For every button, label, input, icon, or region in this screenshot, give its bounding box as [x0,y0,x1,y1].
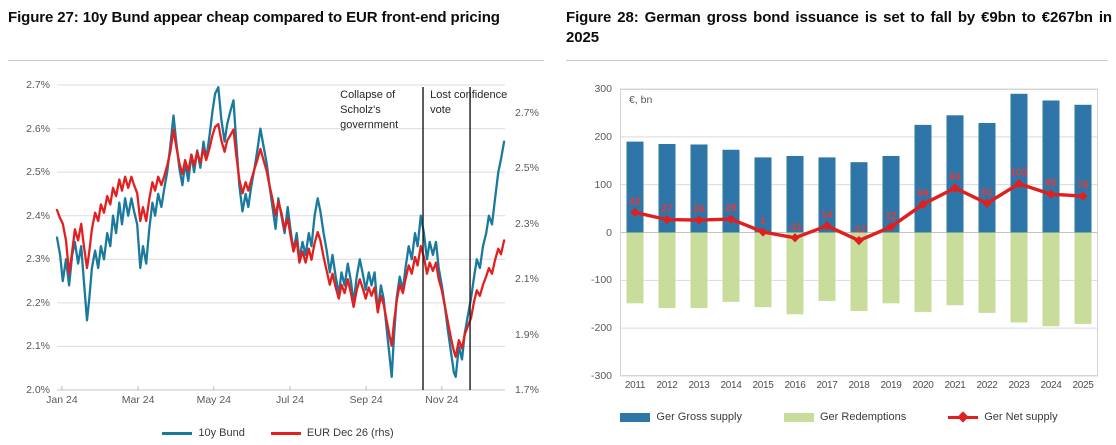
x-axis-year-label: 2025 [1072,380,1094,391]
event-annotation: Collapse of Scholz's government [340,89,399,132]
right-axis-tick-label: 2.7% [515,107,539,119]
bund-line-chart: Collapse of Scholz's government Lost conf… [55,84,507,391]
x-axis-year-label: 2024 [1040,380,1062,391]
y-axis-tick-label: 200 [594,130,612,143]
x-axis-year-label: 2016 [784,380,806,391]
left-axis-tick-label: 2.1% [26,340,50,353]
net-supply-data-label: 42 [629,195,641,207]
title-divider [566,60,1108,61]
left-axis-tick-label: 2.2% [26,296,50,309]
x-axis-tick-label: Nov 24 [425,394,459,406]
issuance-bar-chart: 42 27 26 28 1 -11 14 -17 12 59 93 61 102 80 76 €, bn [620,88,1098,377]
left-axis-tick-label: 2.3% [26,253,50,266]
legend-label: EUR Dec 26 (rhs) [306,427,394,439]
legend-bar-swatch [784,412,814,422]
x-axis-year-label: 2015 [752,380,774,391]
y-axis-tick-label: -200 [590,322,612,335]
legend-fig28: Ger Gross supply Ger Redemptions Ger Net s… [566,411,1112,423]
net-supply-data-label: 102 [1010,167,1028,179]
net-supply-data-label: 93 [949,171,961,183]
net-supply-data-label: 12 [885,210,897,222]
net-supply-data-label: 76 [1077,179,1089,191]
bar-chart-canvas: 42 27 26 28 1 -11 14 -17 12 59 93 61 102 80 76 [620,88,1098,377]
x-axis-tick-label: Jul 24 [275,394,304,406]
x-axis-year-label: 2011 [624,380,646,391]
x-axis-year-label: 2023 [1008,380,1030,391]
left-axis-tick-label: 2.6% [26,122,50,135]
x-axis-tick-label: May 24 [196,394,232,406]
title-divider [8,60,544,61]
net-supply-data-label: -17 [851,224,866,236]
net-supply-data-label: 1 [760,215,766,227]
net-supply-data-label: 26 [693,203,705,215]
figure-28: Figure 28: German gross bond issuance is… [566,8,1112,442]
y-axis-tick-label: -300 [590,370,612,382]
legend-item: Ger Net supply [948,411,1058,423]
x-axis-tick-label: Sep 24 [349,394,383,406]
left-axis-tick-label: 2.7% [26,79,50,91]
line-chart-canvas [55,84,506,391]
legend-item: EUR Dec 26 (rhs) [270,427,394,439]
x-axis-year-label: 2017 [816,380,838,391]
right-axis-tick-label: 1.9% [515,328,539,341]
y-axis-tick-label: -100 [590,274,612,287]
right-axis-tick-label: 1.7% [515,384,539,396]
legend-item: Ger Redemptions [784,411,906,423]
right-axis-tick-label: 2.5% [515,162,539,175]
x-axis-year-label: 2014 [720,380,742,391]
left-axis-tick-label: 2.4% [26,209,50,222]
net-supply-data-label: 80 [1045,177,1057,189]
legend-line-swatch [162,431,193,435]
left-axis-tick-label: 2.5% [26,166,50,179]
net-supply-data-label: -11 [788,221,803,233]
x-axis-year-label: 2019 [880,380,902,391]
x-axis-year-label: 2021 [944,380,966,391]
x-axis-tick-label: Jan 24 [46,394,78,406]
x-axis-year-label: 2022 [976,380,998,391]
y-axis-tick-label: 100 [594,178,612,191]
right-axis-tick-label: 2.3% [515,217,539,230]
legend-item: Ger Gross supply [620,411,742,423]
legend-diamond-marker [957,411,969,423]
figure-28-title: Figure 28: German gross bond issuance is… [566,9,1112,46]
net-supply-data-label: 14 [821,209,833,221]
net-supply-data-label: 59 [917,187,929,199]
net-supply-data-label: 27 [661,203,673,215]
right-axis-tick-label: 2.1% [515,273,539,286]
x-axis-year-label: 2020 [912,380,934,391]
legend-net-swatch [948,411,979,423]
legend-bar-swatch [620,412,651,422]
x-axis-tick-label: Mar 24 [121,394,155,406]
x-axis-year-label: 2012 [656,380,678,391]
x-axis-year-label: 2013 [688,380,710,391]
x-axis-year-label: 2018 [848,380,870,391]
net-supply-data-label: 28 [725,202,737,214]
figure-27: Figure 27: 10y Bund appear cheap compare… [8,8,548,442]
legend-fig27: 10y Bund EUR Dec 26 (rhs) [8,427,548,439]
legend-label: Ger Redemptions [820,411,907,423]
left-axis-tick-label: 2.0% [26,384,50,396]
event-annotation: Lost confidence vote [430,89,508,117]
legend-label: 10y Bund [198,427,245,439]
legend-line-swatch [270,431,301,435]
y-axis-tick-label: 0 [606,226,612,239]
legend-label: Ger Net supply [984,411,1058,423]
legend-item: 10y Bund [162,427,245,439]
legend-label: Ger Gross supply [656,411,742,423]
y-axis-unit-label: €, bn [629,94,653,106]
figure-27-title: Figure 27: 10y Bund appear cheap compare… [8,9,500,26]
y-axis-tick-label: 300 [594,83,612,95]
net-supply-data-label: 61 [981,186,993,198]
